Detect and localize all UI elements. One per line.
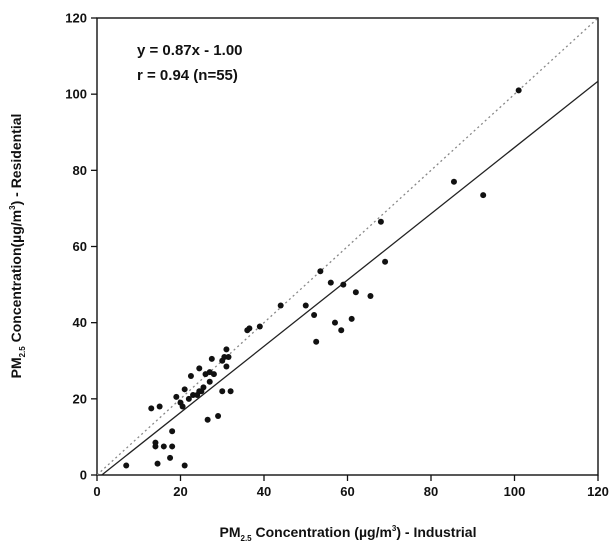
identity-line (96, 17, 599, 476)
data-point (185, 395, 192, 402)
y-tick-label: 40 (73, 315, 87, 330)
y-tick-label: 60 (73, 239, 87, 254)
data-point (169, 443, 176, 450)
data-point (181, 462, 188, 469)
x-tick-label: 60 (340, 484, 354, 499)
data-point (277, 302, 284, 309)
data-point (179, 403, 186, 410)
data-point (340, 281, 347, 288)
data-point (377, 218, 384, 225)
data-point (204, 416, 211, 423)
y-tick-label: 0 (80, 468, 87, 483)
data-point (208, 355, 215, 362)
x-tick-label: 20 (173, 484, 187, 499)
data-point (152, 439, 159, 446)
data-point (331, 319, 338, 326)
data-point (225, 353, 232, 360)
data-point (167, 454, 174, 461)
data-point (181, 386, 188, 393)
x-tick-label: 40 (257, 484, 271, 499)
data-point (148, 405, 155, 412)
data-point (352, 289, 359, 296)
data-point (382, 258, 389, 265)
y-axis-title: PM2.5 Concentration(µg/m3) - Residential (8, 114, 27, 379)
regression-line (101, 80, 599, 476)
data-point (311, 312, 318, 319)
data-point (221, 353, 228, 360)
x-axis-title: PM2.5 Concentration (µg/m3) - Industrial (220, 524, 477, 543)
data-point (200, 384, 207, 391)
equation-annotation: y = 0.87x - 1.00 (137, 42, 243, 59)
data-point (313, 338, 320, 345)
y-tick-label: 100 (65, 87, 87, 102)
data-point (196, 365, 203, 372)
y-tick-label: 80 (73, 163, 87, 178)
data-point (338, 327, 345, 334)
data-point (450, 178, 457, 185)
axis-ticks: 0 20 40 60 80 100 120 0 20 40 60 80 100 120 (65, 11, 609, 500)
x-tick-label: 0 (93, 484, 100, 499)
correlation-annotation: r = 0.94 (n=55) (137, 67, 238, 84)
y-tick-label: 120 (65, 11, 87, 26)
data-points (123, 87, 522, 469)
data-point (327, 279, 334, 286)
data-point (317, 268, 324, 275)
data-point (173, 393, 180, 400)
data-point (190, 392, 197, 399)
data-point (156, 403, 163, 410)
data-point (123, 462, 130, 469)
data-point (223, 363, 230, 370)
data-point (256, 323, 263, 330)
x-tick-label: 120 (587, 484, 609, 499)
data-point (206, 378, 213, 385)
data-point (480, 192, 487, 199)
data-point (210, 371, 217, 378)
data-point (169, 428, 176, 435)
data-point (160, 443, 167, 450)
x-tick-label: 80 (424, 484, 438, 499)
data-point (227, 388, 234, 395)
y-tick-label: 20 (73, 391, 87, 406)
data-point (515, 87, 522, 94)
data-point (302, 302, 309, 309)
data-point (367, 293, 374, 300)
data-point (348, 315, 355, 322)
data-point (215, 412, 222, 419)
data-point (154, 460, 161, 467)
data-point (219, 388, 226, 395)
data-point (246, 325, 253, 332)
x-tick-label: 100 (504, 484, 526, 499)
data-point (223, 346, 230, 353)
data-point (187, 372, 194, 379)
